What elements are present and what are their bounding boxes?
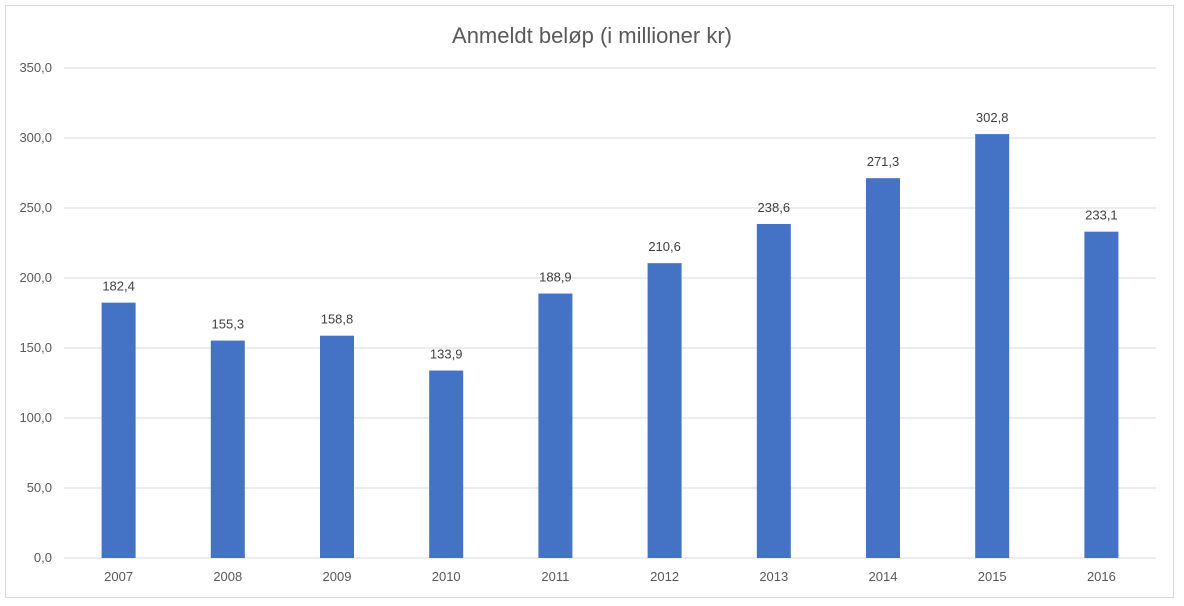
x-axis-ticks: 2007 2008 2009 2010 2011 2012 2013 2014 2015 2016 [104, 569, 1116, 584]
data-label-2010: 133,9 [430, 347, 463, 362]
bar-2012 [647, 263, 682, 558]
data-label-2015: 302,8 [976, 110, 1009, 125]
x-tick-label-2014: 2014 [869, 569, 898, 584]
bar-2013 [756, 223, 791, 558]
data-label-2009: 158,8 [321, 312, 354, 327]
data-labels: 182,4 155,3 158,8 133,9 188,9 210,6 238,6 271,3… [102, 110, 1117, 361]
bar-2010 [429, 370, 464, 558]
bars [101, 134, 1119, 558]
x-tick-label-2007: 2007 [104, 569, 133, 584]
bar-2015 [975, 134, 1010, 558]
y-tick-label: 250,0 [19, 200, 52, 215]
x-tick-label-2008: 2008 [213, 569, 242, 584]
y-tick-label: 300,0 [19, 130, 52, 145]
data-label-2011: 188,9 [539, 270, 572, 285]
data-label-2012: 210,6 [648, 239, 681, 254]
y-tick-label: 200,0 [19, 270, 52, 285]
x-tick-label-2009: 2009 [323, 569, 352, 584]
data-label-2016: 233,1 [1085, 208, 1118, 223]
x-tick-label-2016: 2016 [1087, 569, 1116, 584]
chart-title: Anmeldt beløp (i millioner kr) [452, 23, 732, 48]
y-axis-ticks: 0,0 50,0 100,0 150,0 200,0 250,0 300,0 350,0 [19, 60, 52, 565]
y-tick-label: 350,0 [19, 60, 52, 75]
gridlines [64, 67, 1156, 559]
x-tick-label-2012: 2012 [650, 569, 679, 584]
data-label-2014: 271,3 [867, 154, 900, 169]
x-tick-label-2013: 2013 [759, 569, 788, 584]
x-tick-label-2010: 2010 [432, 569, 461, 584]
bar-2011 [538, 293, 573, 558]
data-label-2008: 155,3 [212, 317, 245, 332]
bar-2016 [1084, 231, 1119, 558]
bar-2007 [101, 302, 136, 558]
y-tick-label: 0,0 [34, 550, 52, 565]
data-label-2013: 238,6 [758, 200, 791, 215]
bar-2014 [866, 178, 900, 558]
data-label-2007: 182,4 [102, 279, 135, 294]
y-tick-label: 50,0 [27, 480, 52, 495]
bar-2008 [210, 340, 245, 558]
x-tick-label-2011: 2011 [541, 569, 569, 584]
bar-2009 [320, 335, 354, 558]
y-tick-label: 100,0 [19, 410, 52, 425]
y-tick-label: 150,0 [19, 340, 52, 355]
x-tick-label-2015: 2015 [978, 569, 1007, 584]
